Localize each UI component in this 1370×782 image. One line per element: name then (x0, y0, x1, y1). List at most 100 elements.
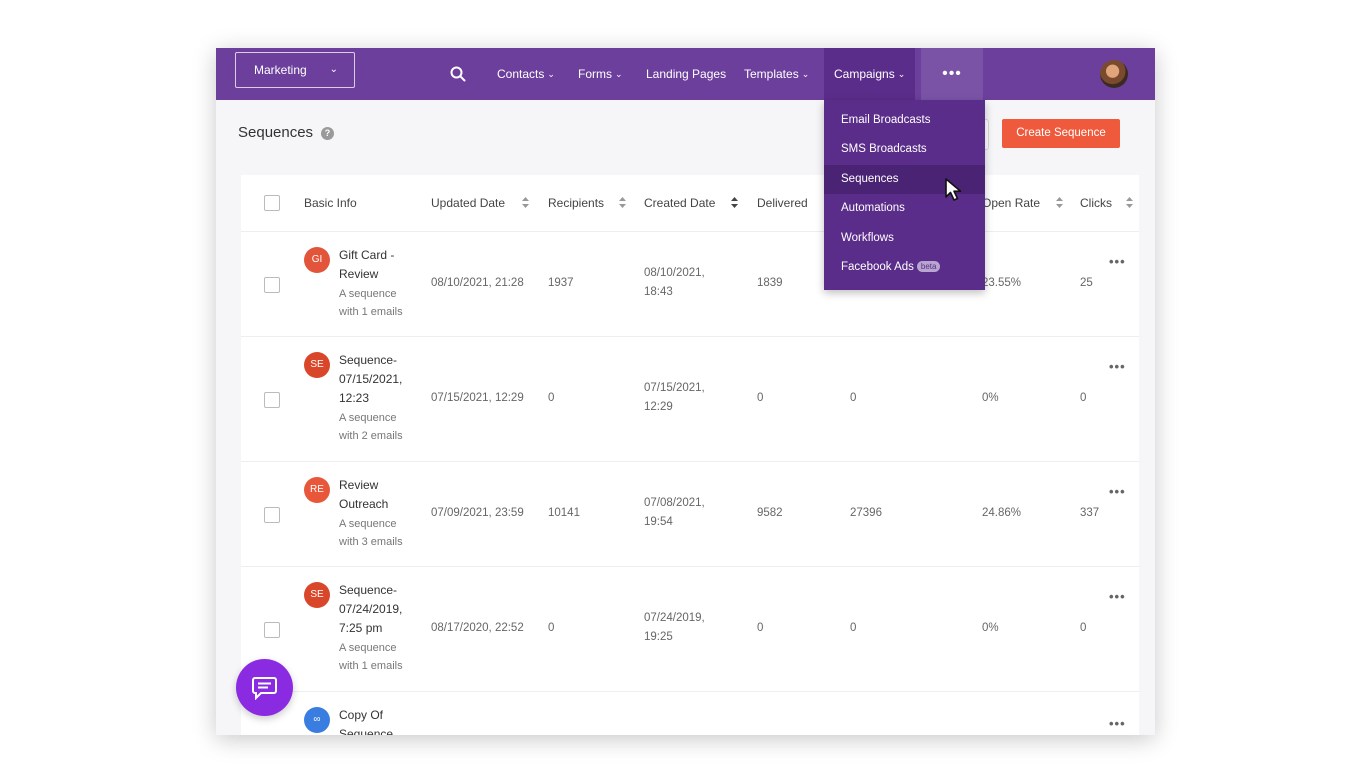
chevron-down-icon: ⌄ (547, 69, 555, 79)
create-sequence-button[interactable]: Create Sequence (1002, 119, 1120, 148)
workspace-label: Marketing (254, 63, 307, 77)
row-checkbox[interactable] (264, 392, 280, 408)
row-more-icon[interactable]: ••• (1109, 589, 1126, 604)
delivered: 0 (757, 622, 764, 634)
hidden-column-value: 27396 (850, 507, 882, 519)
sequence-avatar: RE (304, 477, 330, 503)
clicks: 337 (1080, 507, 1100, 519)
search-icon[interactable] (450, 66, 466, 82)
menu-item-sms-broadcasts[interactable]: SMS Broadcasts (841, 143, 927, 155)
row-more-icon[interactable]: ••• (1109, 254, 1126, 269)
column-delivered[interactable]: Delivered (757, 196, 808, 210)
menu-item-automations[interactable]: Automations (841, 202, 905, 214)
sequence-avatar: ∞ (304, 707, 330, 733)
menu-item-workflows[interactable]: Workflows (841, 232, 894, 244)
row-more-icon[interactable]: ••• (1109, 359, 1126, 374)
table-row[interactable]: SE Sequence-07/24/2019, 7:25 pm A sequen… (241, 567, 1139, 692)
created-date: 07/24/2019, 19:25 (644, 612, 705, 643)
clicks: 0 (1080, 392, 1087, 404)
app-window: Marketing ⌄ Contacts ⌄ Forms ⌄ Landing Pag… (216, 48, 1155, 735)
nav-landing-pages[interactable]: Landing Pages (646, 48, 726, 100)
updated-date: 08/17/2020, 22:52 (431, 622, 524, 634)
hidden-column-value: 0 (850, 392, 857, 404)
sort-icon[interactable] (619, 197, 626, 208)
delivered: 0 (757, 392, 764, 404)
nav-forms-label: Forms (578, 67, 612, 81)
column-recipients[interactable]: Recipients (548, 196, 605, 210)
sort-icon[interactable] (1126, 197, 1133, 208)
table-row[interactable]: GI Gift Card - Review A sequence with 1 … (241, 232, 1139, 337)
hidden-column-value: 0 (850, 622, 857, 634)
select-all-checkbox[interactable] (264, 195, 280, 211)
beta-badge: beta (916, 261, 941, 272)
updated-date: 08/10/2021, 21:28 (431, 277, 524, 289)
sequence-avatar: SE (304, 352, 330, 378)
sequence-avatar: GI (304, 247, 330, 273)
table-row[interactable]: SE Sequence-07/15/2021, 12:23 A sequence… (241, 337, 1139, 462)
table-row[interactable]: ∞ Copy Of Sequence ••• (241, 692, 1139, 735)
nav-templates[interactable]: Templates ⌄ (744, 48, 809, 100)
table-header: Basic Info Updated Date Recipients Creat… (241, 175, 1139, 232)
chevron-down-icon: ⌄ (615, 69, 623, 79)
row-more-icon[interactable]: ••• (1109, 484, 1126, 499)
column-basic-info: Basic Info (304, 196, 357, 210)
recipients: 1937 (548, 277, 574, 289)
clicks: 0 (1080, 622, 1087, 634)
sequences-table: Basic Info Updated Date Recipients Creat… (241, 175, 1139, 735)
column-updated-date[interactable]: Updated Date (431, 196, 506, 210)
recipients: 0 (548, 392, 555, 404)
sequence-name[interactable]: Sequence-07/15/2021, 12:23 (339, 353, 403, 405)
top-navigation: Marketing ⌄ Contacts ⌄ Forms ⌄ Landing Pag… (216, 48, 1155, 100)
chat-icon (252, 677, 277, 700)
chevron-down-icon: ⌄ (897, 69, 906, 79)
delivered: 9582 (757, 507, 783, 519)
column-clicks[interactable]: Clicks (1080, 196, 1112, 210)
menu-item-facebook-ads[interactable]: Facebook Ads beta (824, 253, 985, 282)
nav-more-button[interactable]: ••• (921, 48, 983, 100)
row-checkbox[interactable] (264, 277, 280, 293)
row-checkbox[interactable] (264, 622, 280, 638)
nav-campaigns[interactable]: Campaigns ⌄ (824, 48, 916, 100)
user-avatar[interactable] (1100, 60, 1128, 88)
created-date: 08/10/2021, 18:43 (644, 267, 705, 298)
chat-button[interactable] (236, 659, 293, 716)
open-rate: 23.55% (982, 277, 1022, 289)
open-rate: 0% (982, 622, 999, 634)
clicks: 25 (1080, 277, 1093, 289)
sequence-name[interactable]: Gift Card - Review (339, 248, 395, 281)
sequence-name[interactable]: Review Outreach (339, 478, 389, 511)
row-checkbox[interactable] (264, 507, 280, 523)
sequence-description: A sequence with 1 emails (339, 642, 403, 672)
column-open-rate[interactable]: Open Rate (982, 196, 1041, 210)
delivered: 1839 (757, 277, 783, 289)
mouse-cursor-icon (945, 178, 962, 201)
nav-templates-label: Templates (744, 67, 799, 81)
sequence-avatar: SE (304, 582, 330, 608)
sequence-description: A sequence with 3 emails (339, 518, 403, 548)
column-created-date[interactable]: Created Date (644, 196, 716, 210)
nav-forms[interactable]: Forms ⌄ (578, 48, 623, 100)
sort-icon[interactable] (731, 197, 738, 208)
row-more-icon[interactable]: ••• (1109, 716, 1126, 731)
sequence-description: A sequence with 2 emails (339, 412, 403, 442)
menu-item-facebook-ads-label: Facebook Ads (841, 261, 914, 273)
created-date: 07/08/2021, 19:54 (644, 497, 705, 528)
help-icon[interactable]: ? (321, 127, 334, 140)
sort-icon[interactable] (1056, 197, 1063, 208)
sequence-description: A sequence with 1 emails (339, 288, 403, 318)
updated-date: 07/09/2021, 23:59 (431, 507, 524, 519)
campaigns-dropdown-menu: Email Broadcasts SMS Broadcasts Sequence… (824, 100, 985, 290)
nav-contacts-label: Contacts (497, 67, 545, 81)
sort-icon[interactable] (522, 197, 529, 208)
table-row[interactable]: RE Review Outreach A sequence with 3 ema… (241, 462, 1139, 567)
nav-contacts[interactable]: Contacts ⌄ (497, 48, 555, 100)
menu-item-email-broadcasts[interactable]: Email Broadcasts (841, 114, 931, 126)
sequence-name[interactable]: Sequence-07/24/2019, 7:25 pm (339, 583, 403, 635)
sequence-name[interactable]: Copy Of Sequence (339, 708, 394, 735)
chevron-down-icon: ⌄ (329, 64, 338, 75)
recipients: 10141 (548, 507, 580, 519)
nav-campaigns-label: Campaigns (834, 67, 895, 81)
page-title: Sequences (238, 124, 314, 141)
workspace-select[interactable]: Marketing ⌄ (235, 52, 355, 88)
created-date: 07/15/2021, 12:29 (644, 382, 705, 413)
